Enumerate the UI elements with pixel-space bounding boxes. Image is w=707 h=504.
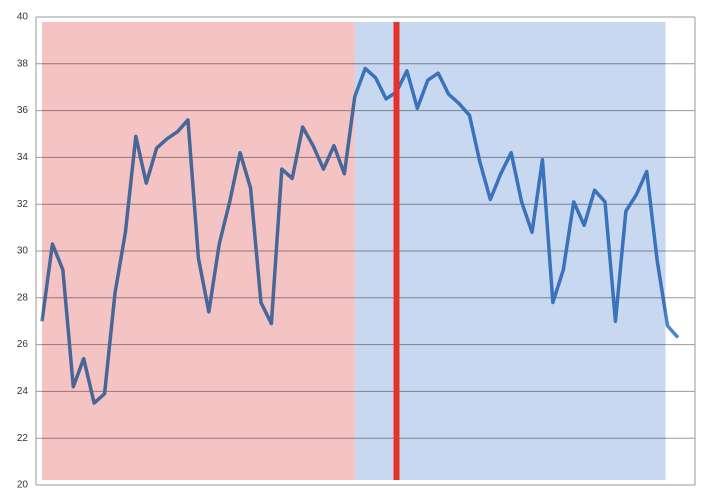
- shaded-band: [354, 22, 666, 480]
- y-tick-label: 36: [17, 105, 29, 116]
- y-tick-label: 32: [17, 199, 29, 210]
- y-tick-label: 38: [17, 58, 29, 69]
- y-tick-label: 20: [17, 480, 29, 491]
- y-tick-label: 28: [17, 292, 29, 303]
- y-tick-label: 34: [17, 152, 29, 163]
- y-tick-label: 22: [17, 433, 29, 444]
- shaded-band: [42, 22, 355, 480]
- y-tick-label: 40: [17, 12, 29, 23]
- y-tick-label: 24: [17, 386, 29, 397]
- y-tick-label: 30: [17, 246, 29, 257]
- y-tick-label: 26: [17, 339, 29, 350]
